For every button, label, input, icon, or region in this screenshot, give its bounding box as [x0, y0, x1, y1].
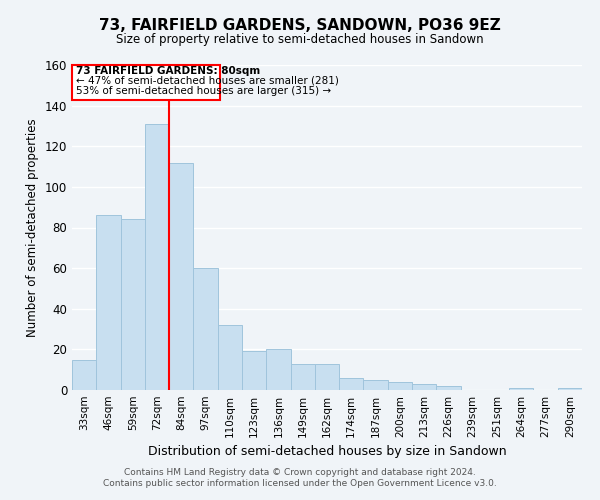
Bar — [72, 65, 220, 100]
Bar — [436, 386, 461, 390]
Bar — [218, 325, 242, 390]
Bar — [558, 388, 582, 390]
Bar — [509, 388, 533, 390]
Bar — [193, 268, 218, 390]
Bar — [290, 364, 315, 390]
Text: Contains HM Land Registry data © Crown copyright and database right 2024.
Contai: Contains HM Land Registry data © Crown c… — [103, 468, 497, 487]
Bar — [145, 124, 169, 390]
Text: 73, FAIRFIELD GARDENS, SANDOWN, PO36 9EZ: 73, FAIRFIELD GARDENS, SANDOWN, PO36 9EZ — [99, 18, 501, 32]
Bar — [315, 364, 339, 390]
Bar — [121, 220, 145, 390]
Bar — [266, 350, 290, 390]
Y-axis label: Number of semi-detached properties: Number of semi-detached properties — [26, 118, 39, 337]
Bar — [72, 360, 96, 390]
Bar — [339, 378, 364, 390]
X-axis label: Distribution of semi-detached houses by size in Sandown: Distribution of semi-detached houses by … — [148, 446, 506, 458]
Text: 53% of semi-detached houses are larger (315) →: 53% of semi-detached houses are larger (… — [76, 86, 331, 97]
Text: Size of property relative to semi-detached houses in Sandown: Size of property relative to semi-detach… — [116, 32, 484, 46]
Bar — [364, 380, 388, 390]
Bar — [96, 216, 121, 390]
Text: 73 FAIRFIELD GARDENS: 80sqm: 73 FAIRFIELD GARDENS: 80sqm — [76, 66, 260, 76]
Bar — [388, 382, 412, 390]
Bar — [242, 352, 266, 390]
Bar — [412, 384, 436, 390]
Text: ← 47% of semi-detached houses are smaller (281): ← 47% of semi-detached houses are smalle… — [76, 75, 338, 85]
Bar — [169, 162, 193, 390]
